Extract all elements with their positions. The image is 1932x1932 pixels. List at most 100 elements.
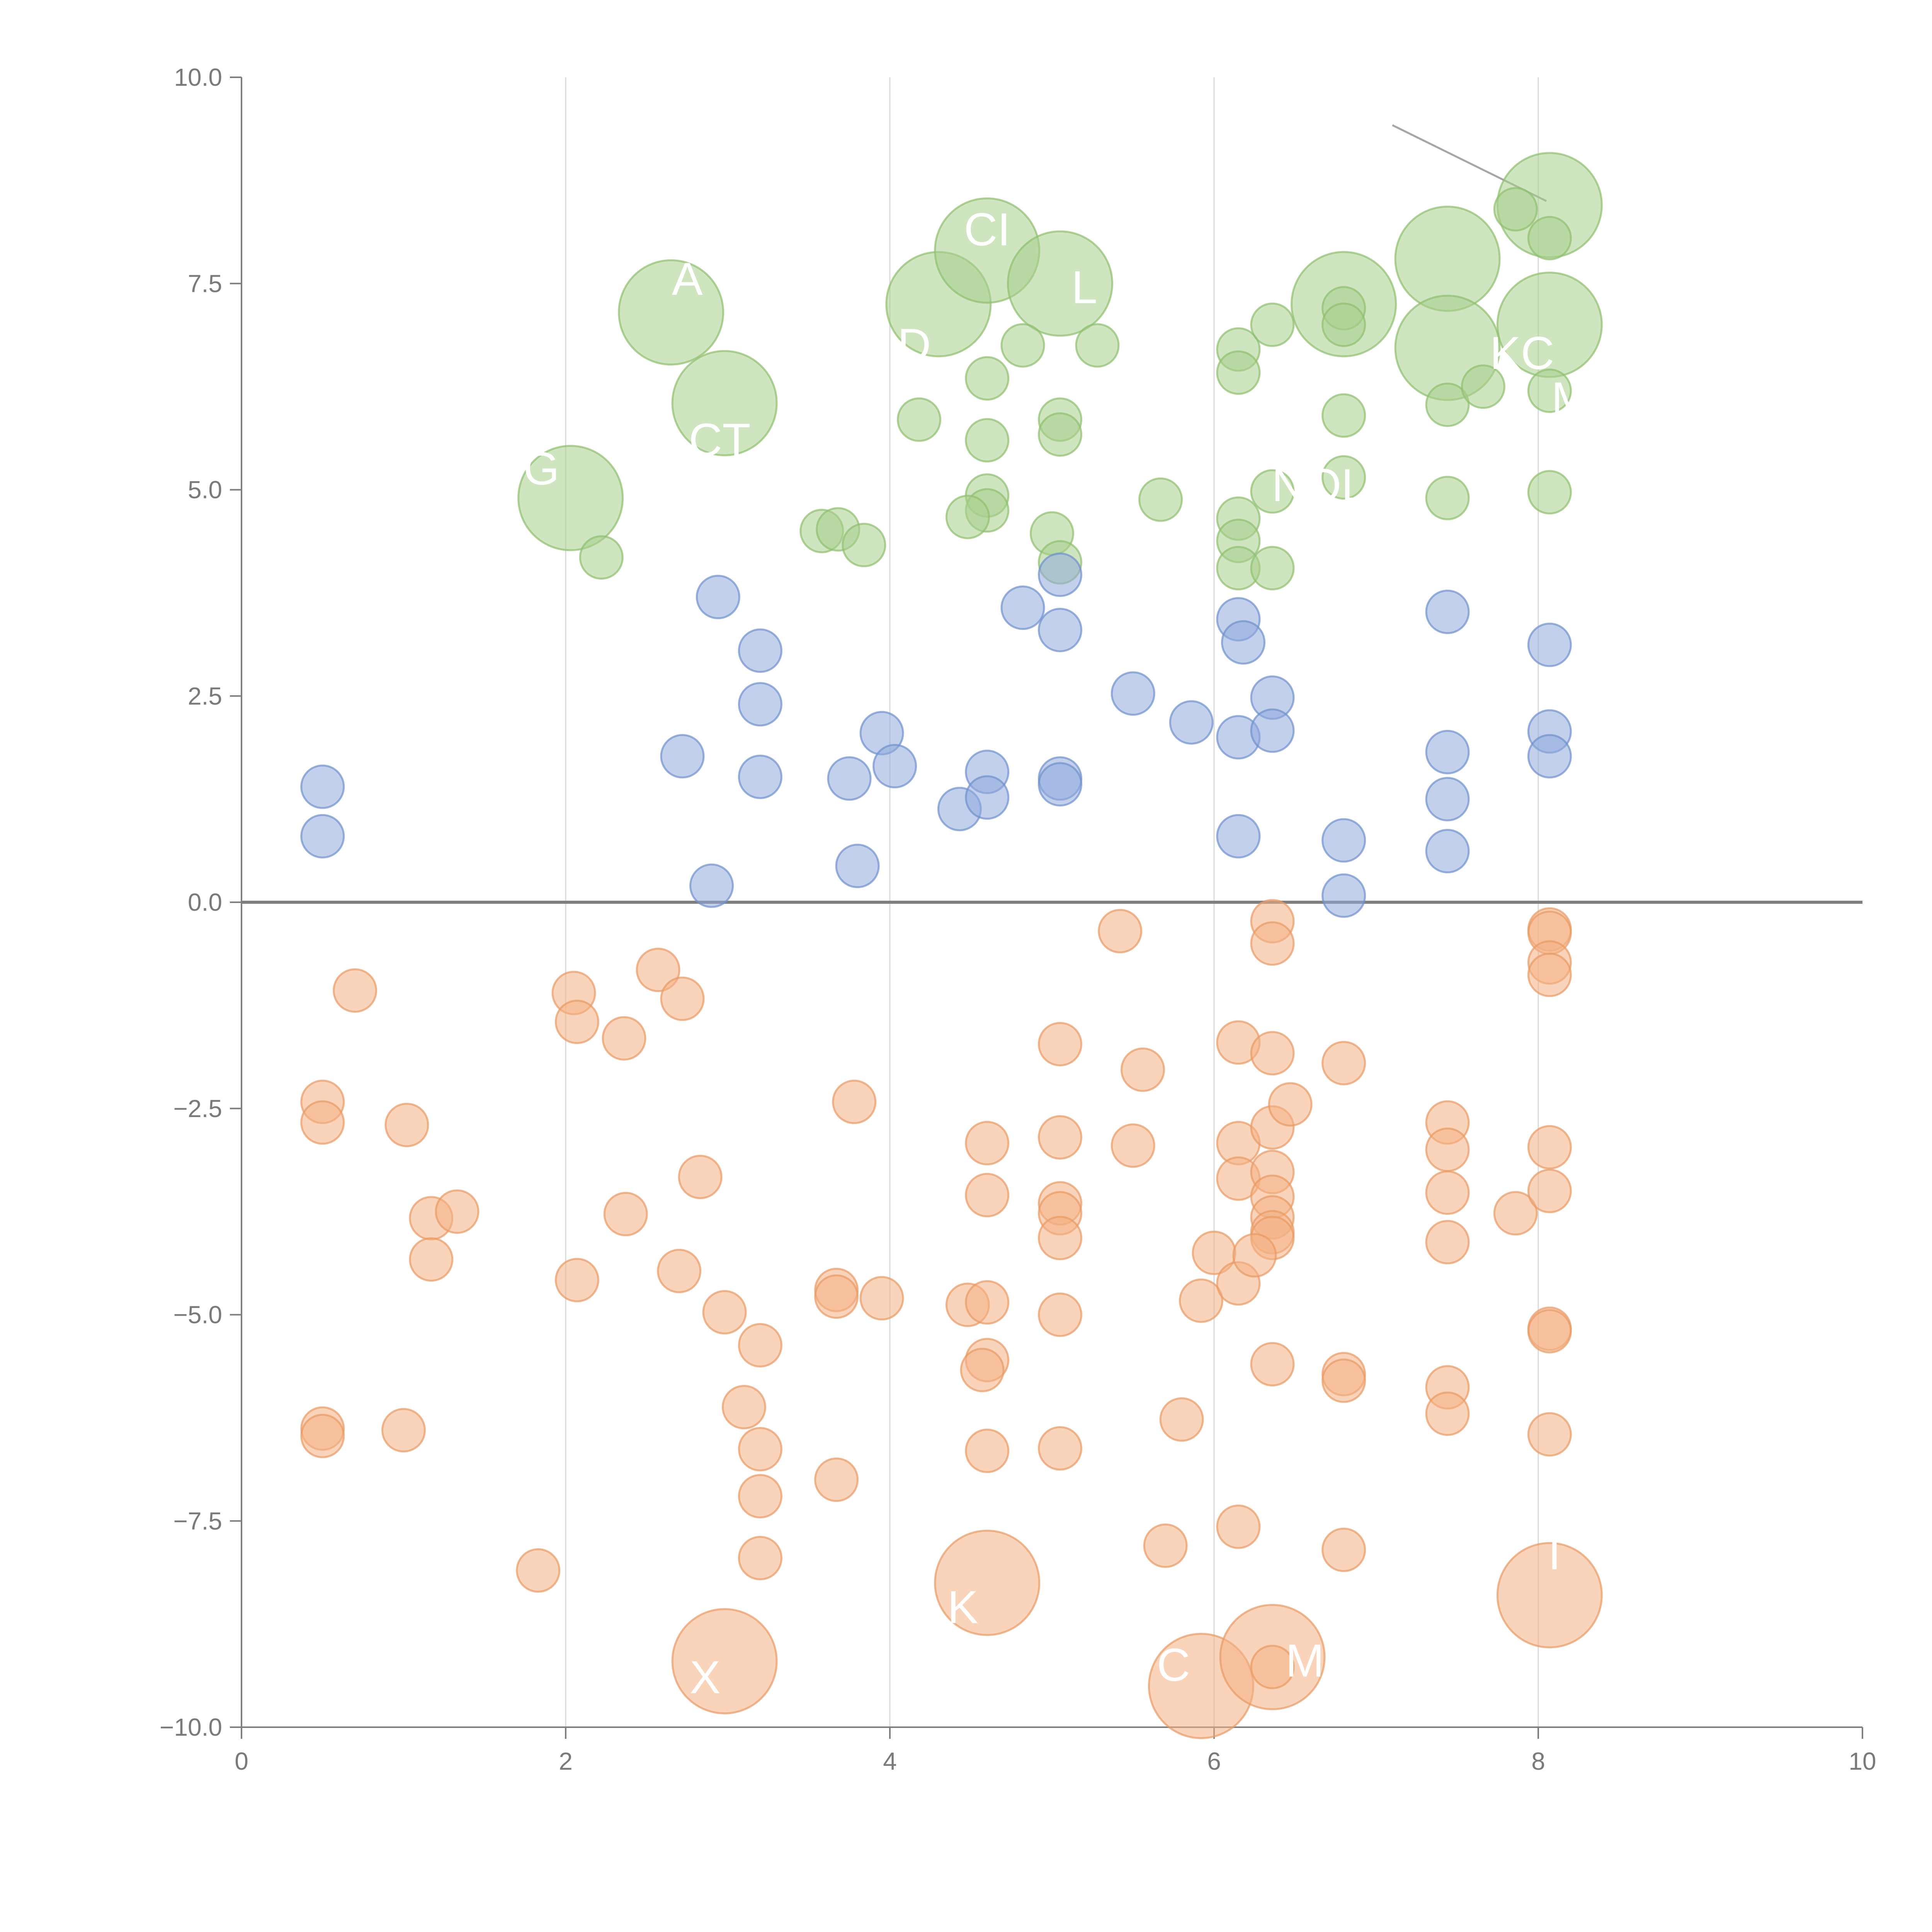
point-s2-73 <box>1250 1645 1295 1689</box>
point-s0-37 <box>1321 303 1366 347</box>
point-s0-14 <box>842 523 886 568</box>
point-s1-34 <box>1527 622 1572 667</box>
x-tick-label-2: 4 <box>883 1747 897 1775</box>
point-s2-18 <box>554 1258 599 1303</box>
point-s2-63 <box>1250 921 1295 966</box>
point-s2-25 <box>702 1290 747 1335</box>
point-s0-39 <box>1321 455 1366 500</box>
point-s1-15 <box>1000 585 1045 630</box>
annotation-label-4: CI <box>964 204 1010 255</box>
annotation-label-6: KC <box>1490 327 1554 379</box>
x-tick-label-5: 10 <box>1849 1747 1876 1775</box>
annotation-label-5: L <box>1071 261 1097 313</box>
x-tick-label-3: 6 <box>1207 1747 1221 1775</box>
point-s2-9 <box>333 968 378 1013</box>
y-tick-label-5: 2.5 <box>188 682 222 710</box>
point-s2-21 <box>636 947 680 992</box>
point-s2-23 <box>660 976 705 1021</box>
point-s2-43 <box>1037 1022 1082 1066</box>
point-s1-2 <box>660 734 705 779</box>
point-s0-45 <box>1527 368 1572 413</box>
x-tick-label-0: 0 <box>235 1747 248 1775</box>
annotation-label-11: C <box>1157 1639 1190 1691</box>
y-tick-label-0: −10.0 <box>160 1713 222 1741</box>
point-s0-16 <box>965 356 1010 401</box>
point-s0-5 <box>1007 230 1113 337</box>
axes: −10.0 −7.5 −5.0 −2.5 0.0 2.5 5.0 7.5 10.0 0 2 4 6 8 10 <box>160 63 1876 1775</box>
point-s1-19 <box>1037 762 1082 807</box>
point-s1-36 <box>1527 734 1572 779</box>
y-tick-label-7: 7.5 <box>188 270 222 298</box>
point-s0-41 <box>1425 476 1470 520</box>
point-s1-6 <box>738 682 782 727</box>
point-s2-47 <box>1037 1216 1082 1260</box>
point-s2-72 <box>1250 1342 1295 1387</box>
point-s0-29 <box>1216 350 1261 395</box>
point-s2-22 <box>657 1248 702 1293</box>
point-s2-77 <box>1321 1527 1366 1572</box>
point-s2-64 <box>1250 1031 1295 1076</box>
point-s2-89 <box>1527 1125 1572 1170</box>
point-s2-6 <box>300 1100 345 1145</box>
y-tick-label-2: −5.0 <box>173 1301 222 1329</box>
point-s1-32 <box>1425 777 1470 821</box>
point-s2-41 <box>960 1348 1005 1393</box>
point-s2-19 <box>602 1016 646 1061</box>
point-s0-44 <box>1527 216 1572 260</box>
point-s0-15 <box>897 397 942 442</box>
point-s2-35 <box>859 1276 904 1321</box>
point-s1-14 <box>965 775 1010 820</box>
point-s1-7 <box>738 754 782 799</box>
annotation-label-1: CT <box>689 414 751 466</box>
point-s2-80 <box>1425 1170 1470 1215</box>
point-s2-37 <box>965 1121 1010 1165</box>
point-s2-50 <box>1098 909 1143 954</box>
point-s1-1 <box>300 814 345 859</box>
point-s2-79 <box>1425 1128 1470 1172</box>
annotation-label-7: NOL <box>1272 459 1367 511</box>
annotation-label-9: X <box>690 1651 721 1703</box>
point-s2-20 <box>603 1192 648 1236</box>
point-s2-26 <box>721 1385 766 1430</box>
point-s2-15 <box>516 1548 561 1593</box>
point-s2-32 <box>814 1274 859 1319</box>
point-s2-61 <box>1216 1504 1261 1549</box>
point-s2-14 <box>435 1189 480 1234</box>
point-s1-17 <box>1037 607 1082 652</box>
point-s1-5 <box>738 628 782 673</box>
point-s0-17 <box>965 418 1010 463</box>
annotation-label-8: M <box>1551 373 1590 425</box>
annotation-label-2: G <box>523 443 559 495</box>
point-s0-33 <box>1250 303 1295 347</box>
point-s2-84 <box>1493 1191 1538 1236</box>
point-s2-92 <box>1527 1309 1572 1354</box>
point-s1-31 <box>1425 730 1470 774</box>
point-s2-74 <box>1321 1041 1366 1085</box>
point-s2-33 <box>814 1458 859 1502</box>
point-s1-23 <box>1221 620 1266 665</box>
point-s1-0 <box>300 764 345 809</box>
point-s2-49 <box>1037 1426 1082 1471</box>
point-s2-8 <box>300 1413 345 1458</box>
point-s0-34 <box>1250 546 1295 590</box>
x-tick-label-4: 8 <box>1531 1747 1545 1775</box>
point-s2-0 <box>671 1608 778 1714</box>
point-s2-4 <box>1496 1542 1603 1648</box>
point-s2-34 <box>832 1080 877 1124</box>
point-s1-33 <box>1425 829 1470 874</box>
point-s0-1 <box>671 350 778 456</box>
point-s1-28 <box>1321 818 1366 863</box>
point-s0-35 <box>1250 469 1295 514</box>
point-s2-28 <box>738 1427 782 1472</box>
point-s0-27 <box>1138 477 1183 522</box>
point-s2-44 <box>1037 1115 1082 1160</box>
point-s1-25 <box>1216 814 1261 859</box>
annotation-label-3: D <box>898 319 931 371</box>
point-s0-26 <box>1075 323 1120 368</box>
point-s0-46 <box>1527 470 1572 515</box>
point-s2-51 <box>1111 1123 1155 1168</box>
point-s0-21 <box>1000 323 1045 368</box>
point-s1-16 <box>1037 552 1082 597</box>
